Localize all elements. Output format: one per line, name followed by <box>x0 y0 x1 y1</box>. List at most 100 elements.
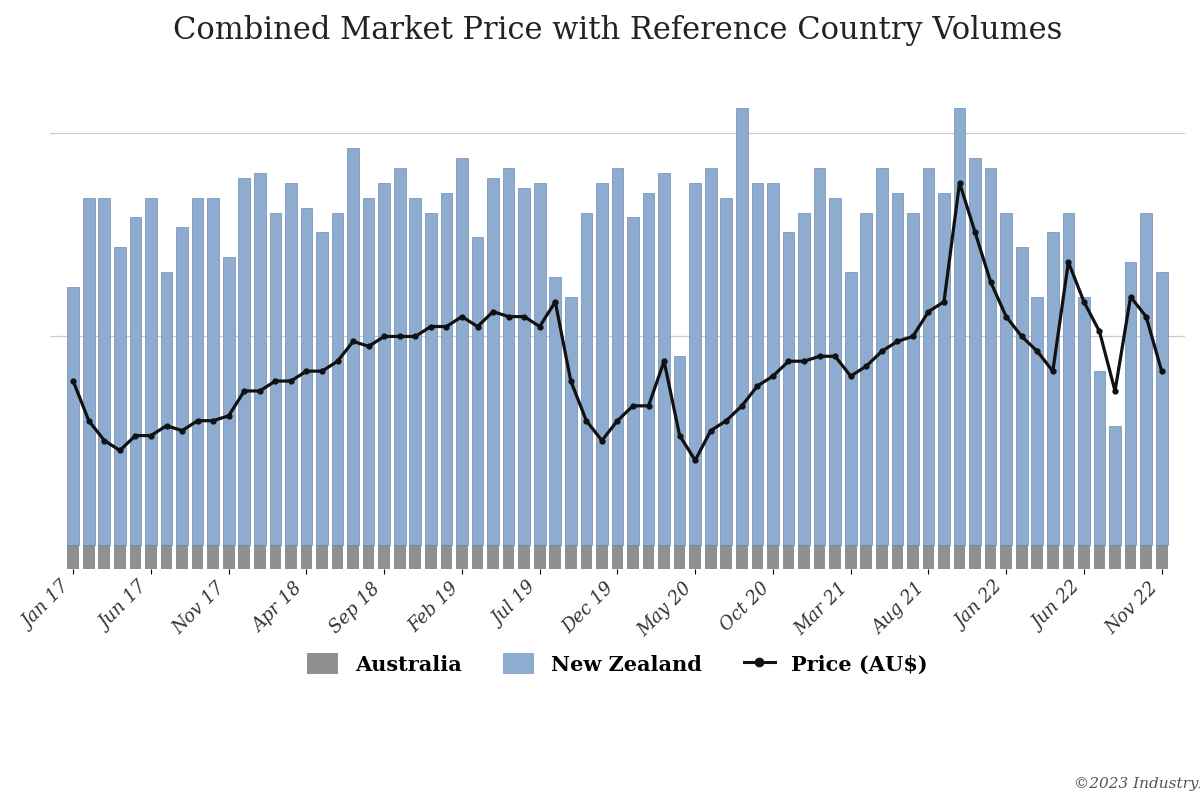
Bar <box>985 168 996 545</box>
Bar <box>970 158 980 545</box>
Bar <box>161 272 173 545</box>
Title: Combined Market Price with Reference Country Volumes: Combined Market Price with Reference Cou… <box>173 15 1062 46</box>
Bar <box>581 213 592 545</box>
Bar <box>596 182 607 545</box>
Bar <box>378 182 390 545</box>
Bar <box>440 545 452 570</box>
Bar <box>270 213 281 545</box>
Bar <box>223 257 234 545</box>
Bar <box>954 109 965 545</box>
Bar <box>1109 426 1121 545</box>
Bar <box>659 173 670 545</box>
Bar <box>1062 213 1074 545</box>
Bar <box>114 247 126 545</box>
Bar <box>798 213 810 545</box>
Bar <box>301 545 312 570</box>
Bar <box>704 545 716 570</box>
Bar <box>1124 262 1136 545</box>
Bar <box>145 198 157 545</box>
Bar <box>1124 545 1136 570</box>
Bar <box>362 198 374 545</box>
Bar <box>270 545 281 570</box>
Bar <box>907 545 919 570</box>
Bar <box>923 168 935 545</box>
Bar <box>892 545 904 570</box>
Bar <box>1156 545 1168 570</box>
Bar <box>674 356 685 545</box>
Bar <box>751 545 763 570</box>
Bar <box>612 545 623 570</box>
Bar <box>814 545 826 570</box>
Bar <box>628 218 638 545</box>
Bar <box>67 545 79 570</box>
Bar <box>596 545 607 570</box>
Bar <box>192 198 204 545</box>
Legend: Australia, New Zealand, Price (AU$): Australia, New Zealand, Price (AU$) <box>299 645 936 683</box>
Bar <box>425 545 437 570</box>
Bar <box>362 545 374 570</box>
Bar <box>736 545 748 570</box>
Bar <box>892 193 904 545</box>
Bar <box>472 545 484 570</box>
Bar <box>798 545 810 570</box>
Bar <box>1046 545 1058 570</box>
Bar <box>550 545 562 570</box>
Bar <box>503 545 515 570</box>
Bar <box>767 545 779 570</box>
Bar <box>254 173 265 545</box>
Bar <box>378 545 390 570</box>
Bar <box>1046 232 1058 545</box>
Bar <box>1140 213 1152 545</box>
Bar <box>192 545 204 570</box>
Bar <box>1093 545 1105 570</box>
Bar <box>970 545 980 570</box>
Bar <box>1016 247 1027 545</box>
Bar <box>860 213 872 545</box>
Bar <box>829 198 841 545</box>
Bar <box>1078 297 1090 545</box>
Bar <box>286 545 296 570</box>
Bar <box>176 545 188 570</box>
Bar <box>472 238 484 545</box>
Bar <box>161 545 173 570</box>
Bar <box>114 545 126 570</box>
Bar <box>565 545 577 570</box>
Bar <box>782 545 794 570</box>
Bar <box>130 218 142 545</box>
Bar <box>409 198 421 545</box>
Bar <box>938 545 950 570</box>
Bar <box>814 168 826 545</box>
Bar <box>720 545 732 570</box>
Bar <box>1001 213 1012 545</box>
Bar <box>1093 371 1105 545</box>
Bar <box>223 545 234 570</box>
Bar <box>689 182 701 545</box>
Bar <box>98 198 110 545</box>
Bar <box>1062 545 1074 570</box>
Bar <box>751 182 763 545</box>
Bar <box>689 545 701 570</box>
Bar <box>876 168 888 545</box>
Bar <box>347 545 359 570</box>
Bar <box>767 182 779 545</box>
Bar <box>581 545 592 570</box>
Bar <box>1109 545 1121 570</box>
Bar <box>674 545 685 570</box>
Bar <box>254 545 265 570</box>
Bar <box>145 545 157 570</box>
Bar <box>394 545 406 570</box>
Bar <box>409 545 421 570</box>
Bar <box>720 198 732 545</box>
Bar <box>845 272 857 545</box>
Bar <box>876 545 888 570</box>
Bar <box>659 545 670 570</box>
Bar <box>704 168 716 545</box>
Bar <box>67 287 79 545</box>
Bar <box>534 545 546 570</box>
Bar <box>440 193 452 545</box>
Bar <box>487 545 499 570</box>
Bar <box>1032 545 1043 570</box>
Bar <box>1140 545 1152 570</box>
Bar <box>83 545 95 570</box>
Bar <box>331 213 343 545</box>
